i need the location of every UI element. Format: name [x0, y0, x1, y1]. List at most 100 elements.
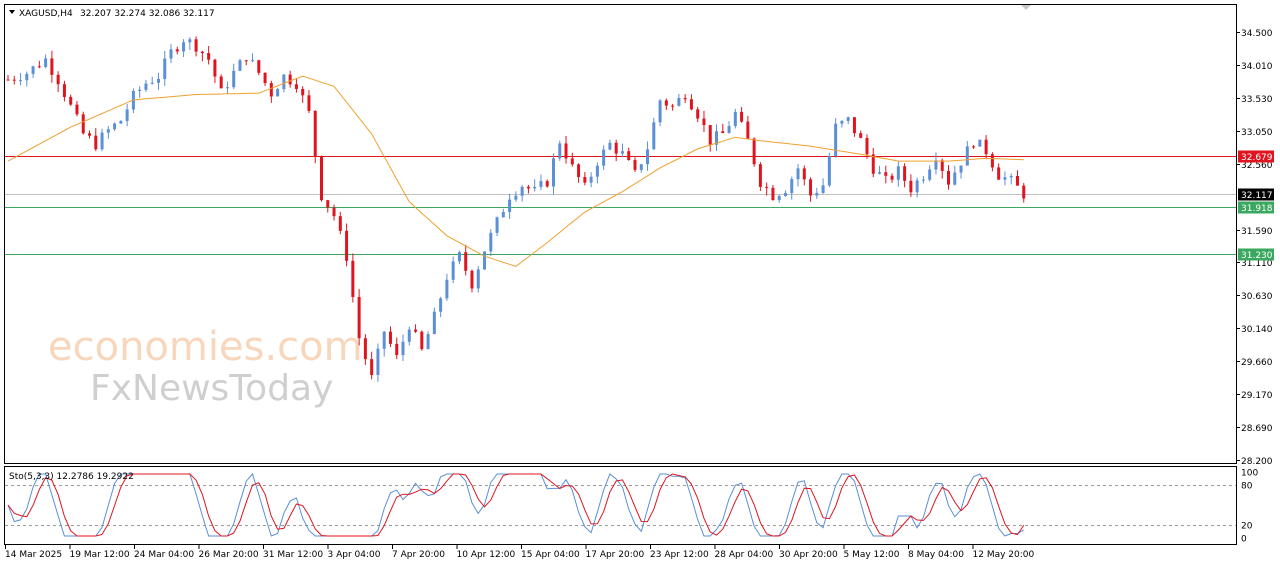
x-tick-label-12: 30 Apr 20:00 [779, 550, 838, 560]
level-tag-3 [1238, 248, 1274, 261]
candle-body [232, 70, 236, 88]
candle-body [940, 160, 944, 171]
candle-body [19, 80, 23, 82]
stochastic-label: Sto(5,3,3) 12.2786 19.2922 [9, 472, 134, 482]
level-tag-text-3: 31.230 [1241, 251, 1273, 261]
candle-body [294, 84, 298, 89]
candle-body [702, 118, 706, 126]
x-tick-label-15: 12 May 20:00 [973, 550, 1035, 560]
candle-body [495, 217, 499, 233]
candle-body [809, 179, 813, 196]
candle-body [451, 261, 455, 280]
x-tick-label-9: 17 Apr 20:00 [586, 550, 645, 560]
y-tick-label-12: 28.690 [1241, 424, 1273, 434]
candle-body [476, 269, 480, 289]
candle-body [301, 88, 305, 96]
candle-body [740, 111, 744, 122]
candle-body [614, 142, 618, 154]
candle-body [432, 311, 436, 334]
candle-body [652, 122, 656, 150]
candle-body [1022, 185, 1026, 199]
candle-body [263, 72, 267, 84]
candle-body [150, 82, 154, 84]
candle-body [526, 186, 530, 189]
candle-body [200, 51, 204, 54]
candle-body [796, 168, 800, 180]
candle-body [878, 172, 882, 174]
candle-body [62, 84, 66, 97]
stoch-main-line [7, 472, 1024, 537]
indicator-frame [4, 466, 1237, 545]
candle-body [56, 74, 60, 85]
candle-body [821, 185, 825, 193]
candle-body [990, 154, 994, 168]
candle-body [802, 168, 806, 180]
y-tick-label-13: 28.200 [1241, 457, 1273, 467]
level-tag-0 [1238, 150, 1274, 163]
candle-body [338, 216, 342, 231]
candle-body [852, 117, 856, 134]
candle-body [119, 120, 123, 124]
candle-body [25, 73, 29, 81]
candle-body [457, 252, 461, 262]
x-tick-label-3: 26 Mar 20:00 [199, 550, 259, 560]
candle-body [426, 333, 430, 350]
stoch-axis-label-80: 80 [1241, 482, 1253, 492]
candle-body [276, 89, 280, 97]
candle-body [514, 195, 518, 200]
candle-body [156, 78, 160, 83]
scroll-marker-icon[interactable] [1021, 5, 1031, 10]
moving-average-line [7, 75, 1024, 267]
level-tag-1 [1238, 188, 1274, 201]
candle-body [269, 83, 273, 97]
candle-body [727, 126, 731, 134]
candle-body [997, 167, 1001, 180]
candle-body [827, 156, 831, 186]
candle-body [282, 74, 286, 90]
candle-body [608, 142, 612, 150]
stoch-axis-label-0: 0 [1241, 535, 1247, 545]
candle-body [959, 165, 963, 173]
candle-body [928, 169, 932, 180]
candle-body [169, 49, 173, 59]
candle-body [765, 186, 769, 188]
candle-body [965, 146, 969, 166]
watermark-fxnewstoday: FxNewsToday [90, 368, 333, 409]
candle-body [113, 123, 117, 130]
candle-body [903, 166, 907, 181]
main-chart-frame [4, 4, 1237, 464]
candle-body [746, 121, 750, 139]
candle-body [846, 117, 850, 121]
candle-body [50, 58, 54, 75]
price-axis: 34.500 34.010 33.530 33.050 32.560 31.590 31.1… [1236, 29, 1273, 467]
candle-body [207, 53, 211, 60]
candle-body [357, 296, 361, 339]
candle-body [715, 131, 719, 145]
candle-body [708, 125, 712, 145]
candle-body [984, 139, 988, 155]
level-tag-2 [1238, 201, 1274, 214]
candle-body [94, 135, 98, 150]
candle-body [972, 146, 976, 148]
candle-body [520, 186, 524, 196]
candle-body [570, 158, 574, 165]
candle-body [783, 192, 787, 197]
stochastic-oscillator: 100 80 20 0 [5, 469, 1258, 545]
candle-body [771, 187, 775, 201]
candle-body [12, 79, 16, 81]
candle-body [683, 97, 687, 100]
candle-body [182, 42, 186, 52]
candle-body [251, 60, 255, 62]
y-tick-label-8: 30.630 [1241, 292, 1273, 302]
candle-body [646, 149, 650, 165]
candle-body [1003, 177, 1007, 180]
candle-body [865, 137, 869, 155]
candle-body [138, 89, 142, 91]
y-tick-label-1: 34.010 [1241, 62, 1273, 72]
chart-menu-icon[interactable] [9, 10, 15, 14]
candle-body [489, 232, 493, 252]
candle-body [313, 110, 317, 157]
candle-body [721, 131, 725, 134]
x-tick-label-7: 10 Apr 12:00 [457, 550, 516, 560]
